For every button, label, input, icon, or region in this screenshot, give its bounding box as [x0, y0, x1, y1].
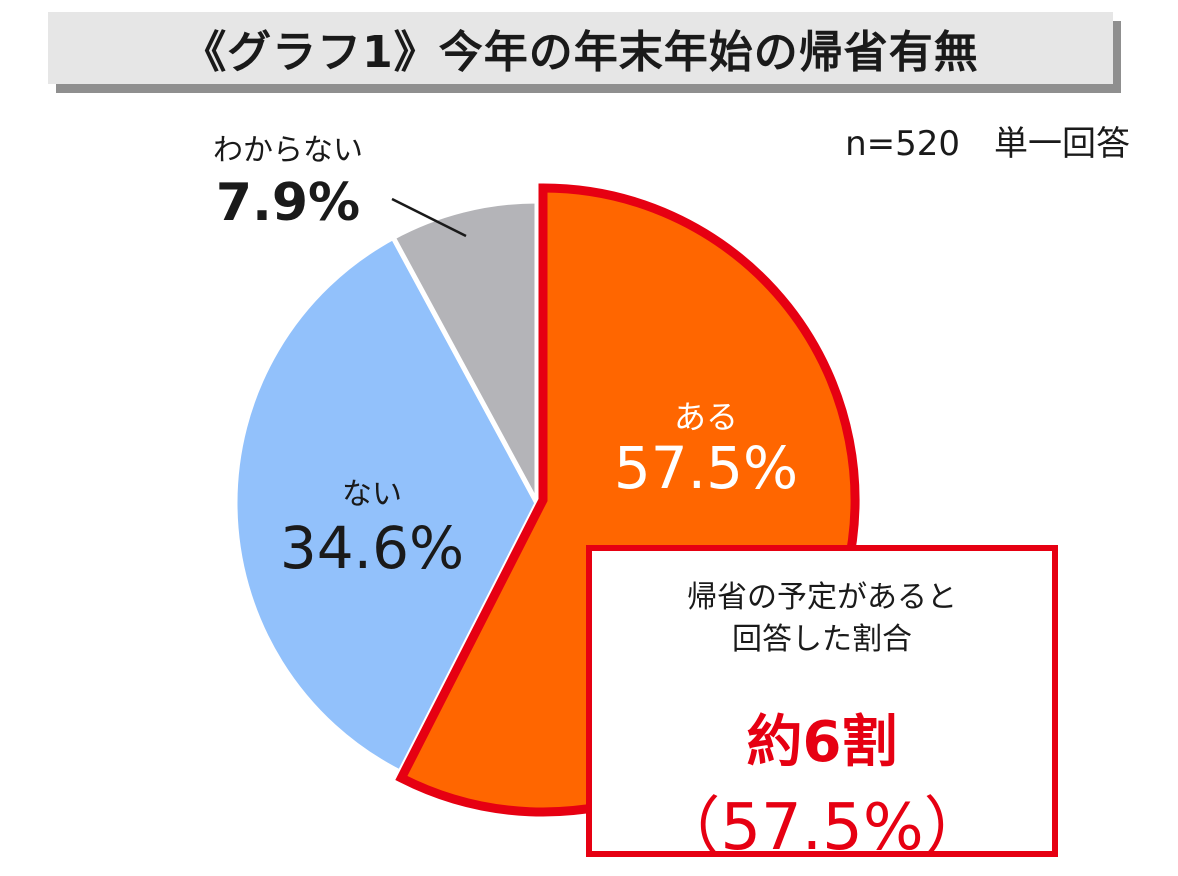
- slice-label-no: ない: [342, 477, 402, 512]
- pie-slice-no: [232, 234, 540, 775]
- callout-caption: 帰省の予定があると 回答した割合: [687, 580, 957, 657]
- slice-label-unknown: わからない: [213, 133, 363, 168]
- sample-note: n=520 単一回答: [845, 124, 1130, 164]
- callout-percent: （57.5%）: [656, 791, 988, 865]
- chart-title: 《グラフ1》今年の年末年始の帰省有無: [182, 27, 979, 78]
- pie-slice-unknown: [390, 198, 540, 506]
- slice-label-yes: ある: [674, 398, 738, 436]
- slice-value-yes: 57.5%: [614, 434, 798, 502]
- leader-line-unknown: [391, 197, 467, 238]
- title-banner: 《グラフ1》今年の年末年始の帰省有無: [48, 12, 1113, 84]
- callout-value: 約6割: [746, 710, 898, 775]
- callout-box: 帰省の予定があると 回答した割合 約6割 （57.5%）: [586, 545, 1058, 863]
- slice-value-no: 34.6%: [280, 514, 464, 582]
- slice-value-unknown: 7.9%: [216, 173, 360, 233]
